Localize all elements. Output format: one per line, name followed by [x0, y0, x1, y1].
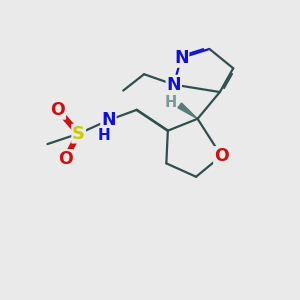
Text: O: O: [214, 147, 229, 165]
Text: H: H: [98, 128, 110, 143]
Text: N: N: [101, 111, 116, 129]
Text: O: O: [58, 150, 73, 168]
Text: N: N: [174, 49, 188, 67]
Text: O: O: [50, 101, 65, 119]
Polygon shape: [178, 103, 198, 119]
Text: N: N: [167, 76, 181, 94]
Text: H: H: [165, 95, 177, 110]
Text: S: S: [72, 125, 85, 143]
